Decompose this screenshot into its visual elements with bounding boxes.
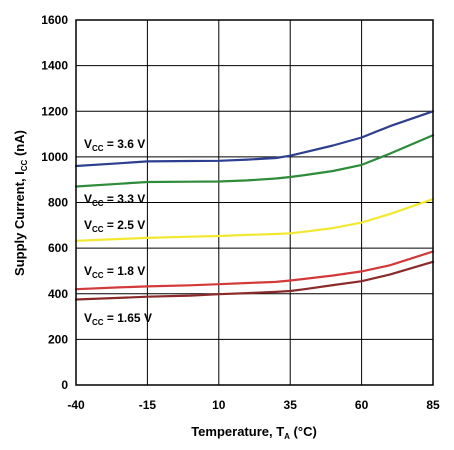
series-lines — [74, 110, 435, 301]
x-axis-title: Temperature, TA (°C) — [191, 424, 317, 441]
y-tick-label: 1200 — [41, 104, 68, 118]
series-line-3-6v — [74, 110, 435, 168]
x-tick-label: 60 — [355, 398, 369, 412]
plot-frame — [75, 19, 434, 386]
series-label-3-3v: VCC = 3.3 V — [84, 192, 145, 208]
y-tick-label: 1000 — [41, 150, 68, 164]
y-tick-labels: 0 200 400 600 800 1000 1200 1400 1600 — [41, 13, 68, 392]
y-tick-label: 1400 — [41, 59, 68, 73]
y-tick-label: 0 — [61, 378, 68, 392]
grid-lines — [75, 19, 434, 386]
series-label-1-8v: VCC = 1.8 V — [84, 264, 145, 280]
x-tick-label: 10 — [212, 398, 226, 412]
series-label-2-5v: VCC = 2.5 V — [84, 218, 145, 234]
y-tick-label: 200 — [48, 332, 68, 346]
series-labels: VCC = 3.6 V VCC = 3.3 V VCC = 2.5 V VCC … — [84, 137, 152, 327]
series-line-2-5v — [74, 198, 435, 242]
series-label-3-6v: VCC = 3.6 V — [84, 137, 145, 153]
x-tick-label: -15 — [139, 398, 157, 412]
x-tick-label: 35 — [284, 398, 298, 412]
series-line-1-65v — [74, 260, 435, 301]
series-line-3-3v — [74, 134, 435, 188]
y-tick-label: 1600 — [41, 13, 68, 27]
y-axis-title: Supply Current, ICC (nA) — [12, 130, 29, 276]
series-label-1-65v: VCC = 1.65 V — [84, 311, 152, 327]
y-tick-label: 400 — [48, 287, 68, 301]
x-tick-label: 85 — [426, 398, 440, 412]
y-tick-label: 600 — [48, 241, 68, 255]
y-tick-label: 800 — [48, 196, 68, 210]
x-tick-label: -40 — [67, 398, 85, 412]
series-line-1-8v — [74, 250, 435, 291]
x-tick-labels: -40 -15 10 35 60 85 — [67, 398, 440, 412]
